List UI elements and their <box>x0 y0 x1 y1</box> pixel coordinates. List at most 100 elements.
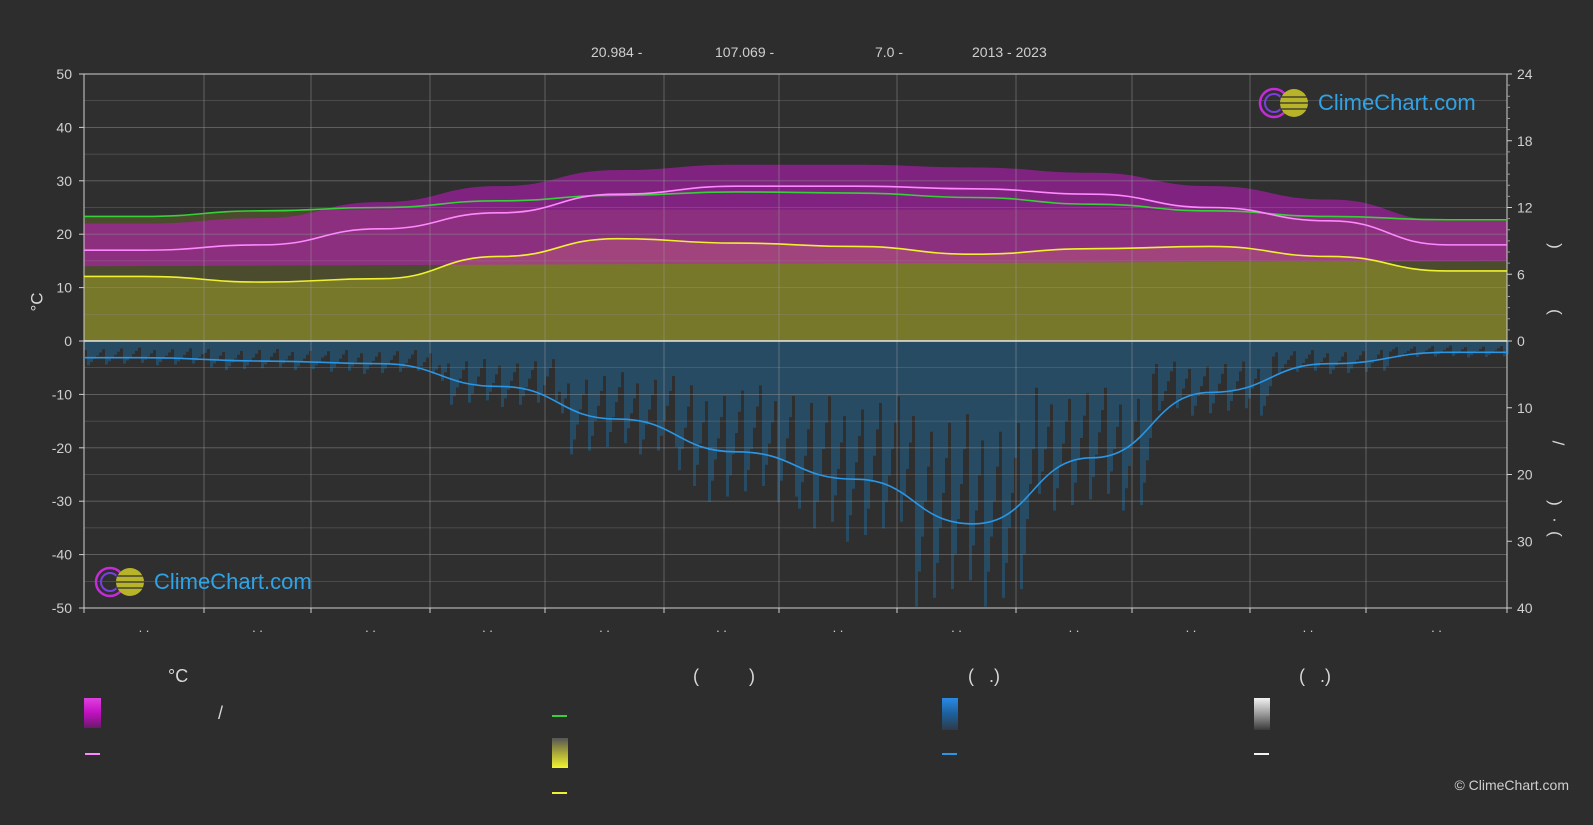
precip-streak <box>1470 341 1473 356</box>
precip-streak <box>822 341 825 450</box>
precip-streak <box>1251 341 1254 389</box>
precip-streak <box>1116 341 1119 427</box>
precip-streak <box>633 341 636 399</box>
precip-streak <box>960 341 963 485</box>
precip-streak <box>246 341 249 366</box>
precip-streak <box>99 341 102 353</box>
precip-streak <box>210 341 213 368</box>
copyright: © ClimeChart.com <box>1454 777 1569 793</box>
month-tick-label: . . <box>951 620 962 635</box>
precip-streak <box>1242 341 1245 362</box>
precip-streak <box>189 341 192 349</box>
precip-streak <box>735 341 738 434</box>
precip-streak <box>240 341 243 351</box>
precip-streak <box>798 341 801 509</box>
precip-streak <box>1299 341 1302 368</box>
precip-streak <box>1485 341 1488 357</box>
precip-streak <box>1134 341 1137 422</box>
precip-streak <box>420 341 423 367</box>
precip-streak <box>282 341 285 364</box>
precip-streak <box>714 341 717 460</box>
precip-streak <box>759 341 762 386</box>
precip-streak <box>1467 341 1470 358</box>
precip-streak <box>1026 341 1029 520</box>
precip-streak <box>147 341 150 357</box>
precip-streak <box>636 341 639 384</box>
precip-streak <box>1077 341 1080 461</box>
precip-streak <box>1011 341 1014 493</box>
precip-streak <box>195 341 198 361</box>
precip-streak <box>1086 341 1089 394</box>
precip-streak <box>243 341 246 370</box>
precip-streak <box>942 341 945 493</box>
precip-streak <box>324 341 327 356</box>
precip-streak <box>1401 341 1404 356</box>
precip-streak <box>1053 341 1056 511</box>
precip-streak <box>561 341 564 414</box>
precip-streak <box>762 341 765 487</box>
precip-streak <box>912 341 915 417</box>
legend-daylight-line <box>552 715 567 717</box>
precip-streak <box>1323 341 1326 358</box>
precip-streak <box>1272 341 1275 357</box>
legend-temp-range-swatch <box>84 698 101 728</box>
precip-streak <box>1422 341 1425 353</box>
precip-streak <box>222 341 225 352</box>
precip-streak <box>720 341 723 418</box>
precip-streak <box>1125 341 1128 489</box>
precip-streak <box>513 341 516 373</box>
month-tick-label: . . <box>599 620 610 635</box>
precip-streak <box>375 341 378 357</box>
precip-streak <box>201 341 204 355</box>
precip-streak <box>687 341 690 407</box>
precip-streak <box>345 341 348 351</box>
month-tick-label: . . <box>139 620 150 635</box>
precip-streak <box>996 341 999 467</box>
precip-streak <box>684 341 687 428</box>
precip-streak <box>1041 341 1044 472</box>
precip-streak <box>756 341 759 407</box>
years-label: 2013 - 2023 <box>972 44 1047 60</box>
precip-streak <box>747 341 750 471</box>
precip-streak <box>552 341 555 360</box>
precip-streak <box>1452 341 1455 356</box>
precip-streak <box>1248 341 1251 399</box>
precip-streak <box>1005 341 1008 563</box>
temperature-range-band <box>84 164 1507 267</box>
precip-streak <box>510 341 513 381</box>
precip-streak <box>381 341 384 373</box>
precip-streak <box>984 341 987 607</box>
left-tick-label: 0 <box>64 333 72 349</box>
precip-streak <box>1488 341 1491 355</box>
longitude-label: 107.069 - <box>715 44 775 60</box>
precip-streak <box>624 341 627 444</box>
precip-streak <box>474 341 477 386</box>
precip-streak <box>414 341 417 351</box>
precip-streak <box>1281 341 1284 369</box>
precip-streak <box>1233 341 1236 392</box>
precip-streak <box>1200 341 1203 387</box>
precip-streak <box>456 341 459 388</box>
precip-streak <box>903 341 906 496</box>
precip-streak <box>1044 341 1047 450</box>
precip-streak <box>1224 341 1227 365</box>
month-tick-label: . . <box>1186 620 1197 635</box>
logo-top: ClimeChart.com <box>1258 86 1476 120</box>
precip-streak <box>522 341 525 397</box>
precip-streak <box>264 341 267 365</box>
precip-streak <box>1416 341 1419 357</box>
precip-streak <box>1068 341 1071 399</box>
precip-streak <box>573 341 576 440</box>
right-top-tick-label: 6 <box>1517 266 1525 282</box>
legend-snow-line <box>1254 753 1269 755</box>
legend-rain-line <box>942 753 957 755</box>
precip-streak <box>270 341 273 357</box>
precip-streak <box>477 341 480 377</box>
left-tick-label: -30 <box>52 493 72 509</box>
precip-streak <box>873 341 876 456</box>
precip-streak <box>279 341 282 368</box>
month-tick-label: . . <box>1303 620 1314 635</box>
precip-streak <box>1503 341 1506 357</box>
precip-streak <box>1473 341 1476 354</box>
precip-streak <box>486 341 489 401</box>
